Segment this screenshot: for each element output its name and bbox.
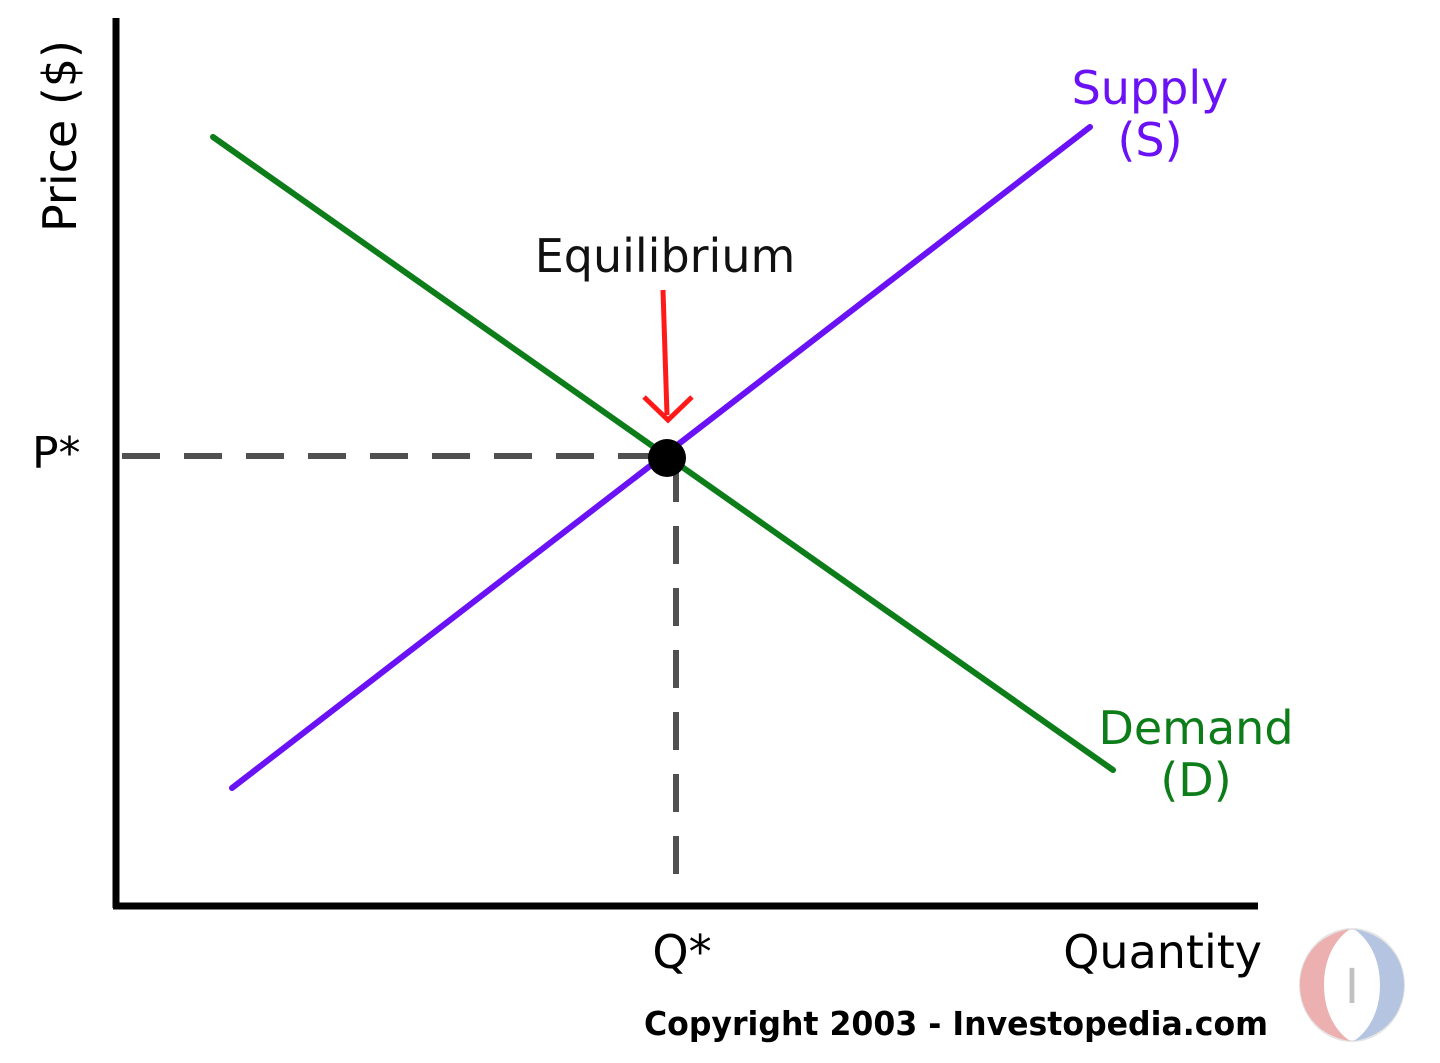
investopedia-logo: I [1299, 928, 1405, 1042]
equilibrium-point [648, 439, 686, 477]
equilibrium-label: Equilibrium [535, 229, 796, 283]
price-label: P* [32, 428, 81, 479]
equilibrium-arrow [642, 289, 694, 424]
demand-label: Demand [1098, 701, 1293, 755]
supply-label-abbrev: (S) [1117, 113, 1182, 167]
x-axis-label: Quantity [1063, 925, 1262, 979]
supply-label: Supply [1072, 61, 1229, 115]
quantity-label: Q* [652, 925, 711, 979]
copyright-text: Copyright 2003 - Investopedia.com [644, 1004, 1268, 1043]
demand-label-abbrev: (D) [1160, 753, 1231, 807]
y-axis-label: Price ($) [33, 40, 87, 232]
logo-letter: I [1345, 959, 1359, 1015]
